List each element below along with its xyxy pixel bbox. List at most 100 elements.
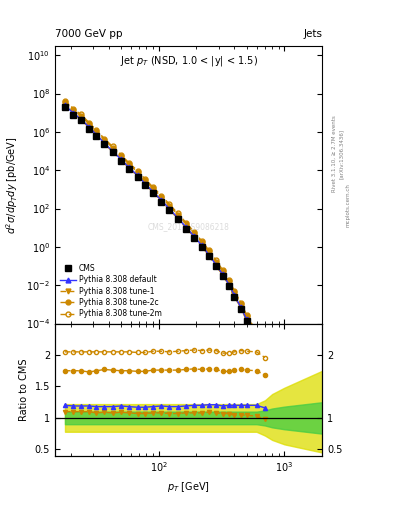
Pythia 8.308 tune-2c (263, 347, 267, 353)
Pythia 8.308 tune-1 (62, 103, 67, 109)
CMS (214, 263, 219, 269)
Pythia 8.308 tune-2c (127, 161, 131, 167)
Pythia 8.308 default (87, 124, 92, 130)
Pythia 8.308 tune-2c (244, 313, 249, 319)
Pythia 8.308 tune-2m (227, 277, 231, 283)
Pythia 8.308 default (78, 116, 83, 122)
Pythia 8.308 tune-2m (175, 210, 180, 217)
Text: mcplots.cern.ch: mcplots.cern.ch (346, 183, 351, 227)
X-axis label: $p_T$ [GeV]: $p_T$ [GeV] (167, 480, 210, 494)
Pythia 8.308 default (239, 304, 243, 310)
Line: Pythia 8.308 tune-2c: Pythia 8.308 tune-2c (62, 100, 267, 352)
Pythia 8.308 tune-1 (159, 198, 163, 204)
Line: Pythia 8.308 tune-2m: Pythia 8.308 tune-2m (62, 98, 267, 351)
Pythia 8.308 tune-2c (159, 194, 163, 200)
Pythia 8.308 tune-1 (78, 117, 83, 123)
Pythia 8.308 tune-1 (127, 165, 131, 171)
Line: Pythia 8.308 default: Pythia 8.308 default (62, 103, 267, 355)
CMS (244, 317, 249, 324)
Pythia 8.308 default (192, 233, 196, 239)
CMS (143, 182, 147, 188)
Pythia 8.308 default (167, 206, 172, 212)
Pythia 8.308 tune-2c (192, 230, 196, 236)
CMS (78, 117, 83, 123)
Pythia 8.308 tune-1 (167, 206, 172, 212)
CMS (151, 190, 155, 196)
Pythia 8.308 tune-2m (206, 247, 211, 253)
Pythia 8.308 tune-2m (199, 238, 204, 244)
Pythia 8.308 tune-2c (232, 289, 237, 295)
Pythia 8.308 default (227, 282, 231, 288)
Pythia 8.308 tune-2m (244, 312, 249, 318)
Pythia 8.308 tune-2m (184, 220, 188, 226)
Pythia 8.308 default (135, 172, 140, 178)
CMS (227, 283, 231, 289)
Line: Pythia 8.308 tune-1: Pythia 8.308 tune-1 (62, 104, 267, 357)
Pythia 8.308 tune-2c (227, 279, 231, 285)
Pythia 8.308 tune-1 (192, 234, 196, 240)
Pythia 8.308 tune-1 (244, 317, 249, 324)
CMS (263, 351, 267, 357)
CMS (159, 199, 163, 205)
Pythia 8.308 tune-2m (254, 329, 259, 335)
Pythia 8.308 tune-2c (94, 129, 99, 135)
CMS (135, 174, 140, 180)
Pythia 8.308 default (199, 242, 204, 248)
Line: CMS: CMS (62, 104, 287, 411)
CMS (62, 104, 67, 110)
Pythia 8.308 tune-2m (167, 201, 172, 207)
Pythia 8.308 tune-2m (78, 111, 83, 117)
CMS (232, 294, 237, 300)
Pythia 8.308 default (151, 188, 155, 195)
Pythia 8.308 tune-1 (214, 263, 219, 269)
Pythia 8.308 default (143, 181, 147, 187)
Pythia 8.308 tune-1 (102, 141, 107, 147)
Pythia 8.308 tune-2c (199, 239, 204, 245)
Pythia 8.308 default (62, 102, 67, 109)
CMS (71, 112, 76, 118)
Pythia 8.308 tune-1 (110, 148, 115, 155)
CMS (270, 368, 275, 374)
Pythia 8.308 default (102, 140, 107, 146)
Pythia 8.308 tune-2m (110, 143, 115, 150)
CMS (102, 141, 107, 147)
CMS (167, 207, 172, 214)
Pythia 8.308 tune-2c (102, 137, 107, 143)
Pythia 8.308 tune-2c (184, 221, 188, 227)
CMS (87, 125, 92, 132)
Pythia 8.308 tune-1 (94, 133, 99, 139)
Pythia 8.308 tune-2m (87, 119, 92, 125)
Pythia 8.308 tune-1 (184, 225, 188, 231)
Pythia 8.308 tune-1 (118, 157, 123, 163)
Pythia 8.308 tune-2c (220, 268, 225, 274)
Pythia 8.308 tune-2c (175, 211, 180, 218)
Pythia 8.308 tune-2m (263, 346, 267, 352)
Pythia 8.308 tune-2m (102, 136, 107, 142)
Pythia 8.308 tune-2c (135, 169, 140, 175)
Pythia 8.308 tune-1 (87, 124, 92, 131)
Text: Rivet 3.1.10, ≥ 2.7M events: Rivet 3.1.10, ≥ 2.7M events (331, 115, 336, 192)
Pythia 8.308 tune-1 (143, 181, 147, 187)
Pythia 8.308 tune-2c (118, 153, 123, 159)
Y-axis label: $d^2\sigma/dp_T dy$ [pb/GeV]: $d^2\sigma/dp_T dy$ [pb/GeV] (5, 136, 20, 233)
Pythia 8.308 tune-2m (220, 267, 225, 273)
Pythia 8.308 tune-2m (135, 168, 140, 174)
Pythia 8.308 tune-2m (214, 258, 219, 264)
Pythia 8.308 tune-2c (254, 330, 259, 336)
Pythia 8.308 default (127, 164, 131, 170)
CMS (94, 133, 99, 139)
Pythia 8.308 tune-2m (94, 127, 99, 133)
Pythia 8.308 tune-1 (239, 305, 243, 311)
Pythia 8.308 tune-1 (206, 252, 211, 259)
Pythia 8.308 tune-2m (71, 105, 76, 112)
Text: CMS_2011_S9086218: CMS_2011_S9086218 (148, 222, 230, 231)
Pythia 8.308 tune-2c (214, 259, 219, 265)
Pythia 8.308 tune-1 (175, 216, 180, 222)
Pythia 8.308 tune-2c (151, 185, 155, 191)
Pythia 8.308 tune-2c (206, 248, 211, 254)
Pythia 8.308 tune-2c (143, 177, 147, 183)
Pythia 8.308 tune-2c (167, 202, 172, 208)
Pythia 8.308 tune-1 (135, 173, 140, 179)
Pythia 8.308 tune-2c (78, 113, 83, 119)
CMS (110, 150, 115, 156)
